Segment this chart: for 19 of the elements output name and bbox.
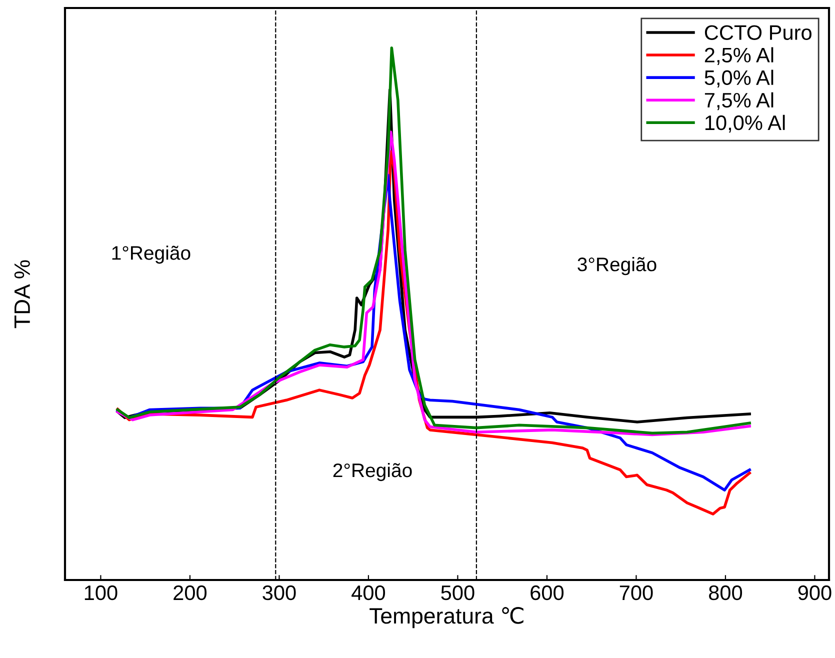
y-axis-title: TDA % <box>14 260 30 328</box>
legend-label: 10,0% Al <box>705 114 785 133</box>
annotation: 1°Região <box>112 246 190 264</box>
legend-label: CCTO Puro <box>704 25 812 40</box>
x-tick-label: 800 <box>708 585 742 600</box>
x-tick-label: 500 <box>441 585 474 600</box>
legend-label: 7,5% Al <box>704 92 774 110</box>
x-axis-title: Temperatura ℃ <box>370 607 524 628</box>
legend-label: 5,0% Al <box>704 70 774 88</box>
x-tick-label: 100 <box>84 585 118 600</box>
x-tick-label: 300 <box>262 585 296 600</box>
x-tick-label: 900 <box>798 585 832 600</box>
x-tick-label: 600 <box>530 585 564 600</box>
annotation: 2°Região <box>333 462 412 482</box>
x-tick-label: 200 <box>174 585 207 600</box>
legend-label: 2,5% Al <box>704 47 774 65</box>
x-tick-label: 700 <box>620 585 653 600</box>
x-tick-label: 400 <box>352 585 386 600</box>
annotation: 3°Região <box>578 257 656 276</box>
